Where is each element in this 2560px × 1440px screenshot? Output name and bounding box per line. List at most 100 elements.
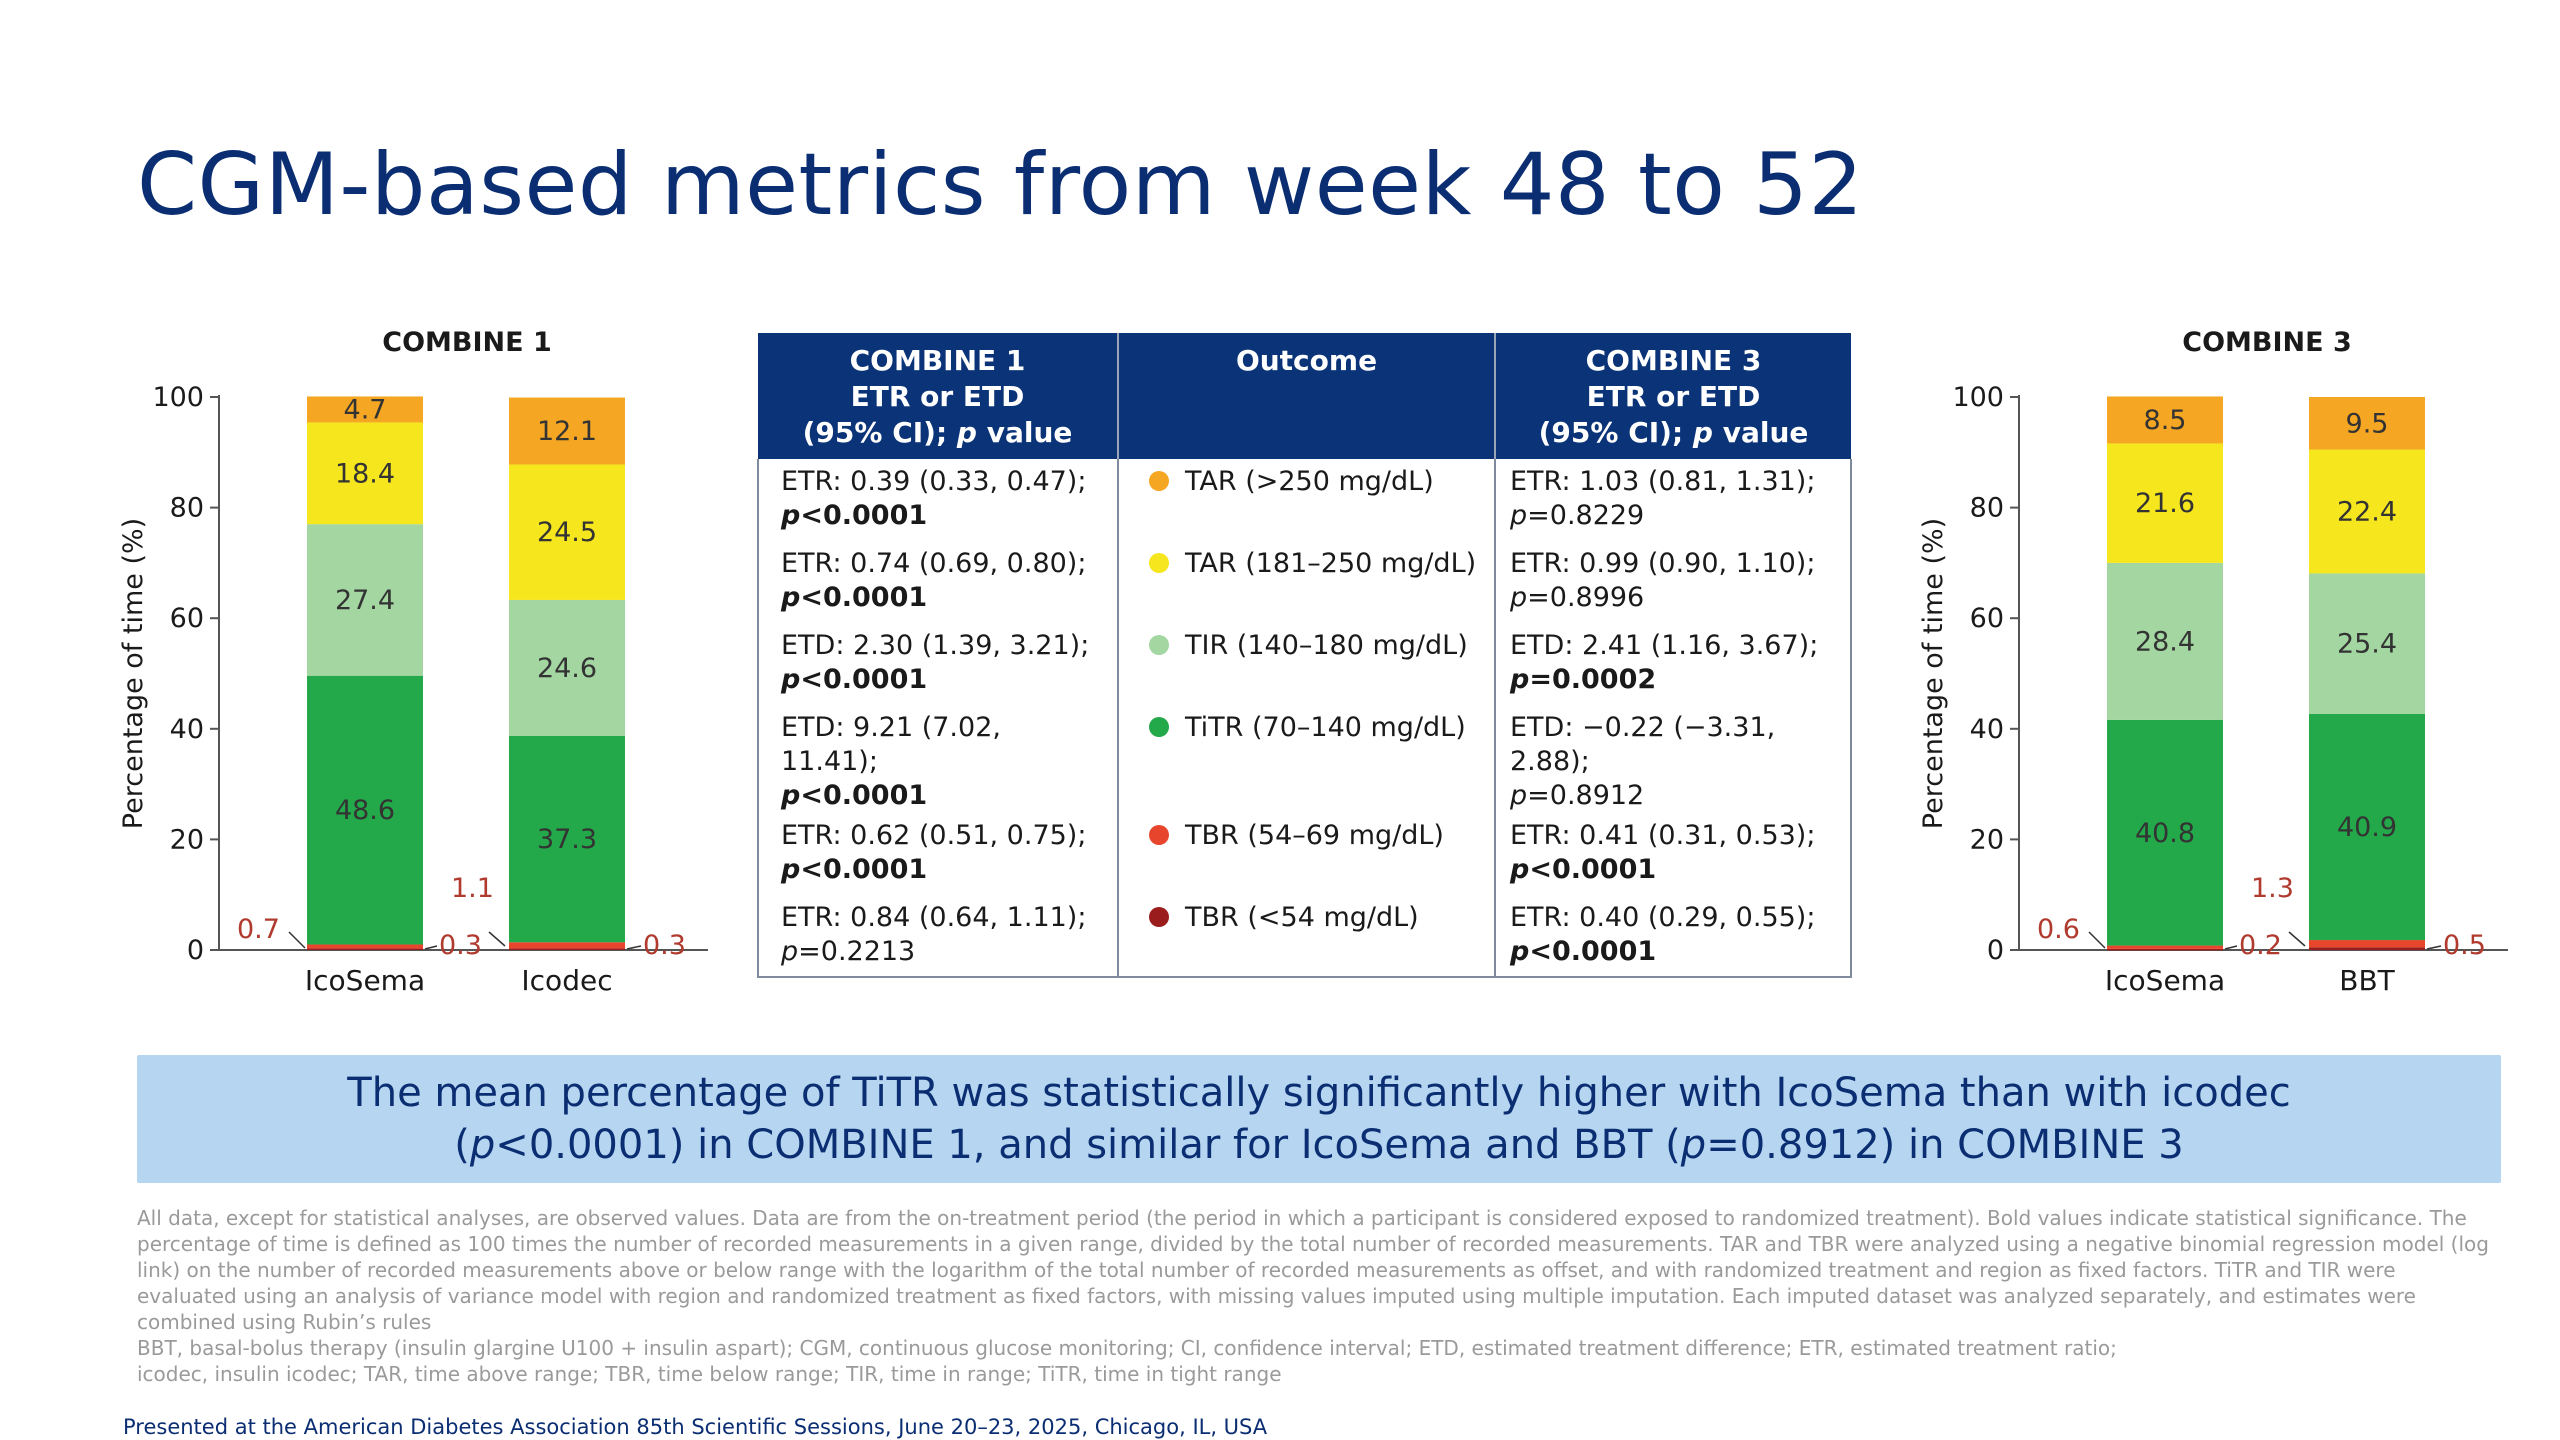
p-italic: p	[1510, 936, 1530, 967]
p-value: p=0.2213	[781, 935, 1101, 969]
bar-segment	[2107, 948, 2223, 951]
data-label: 24.6	[537, 653, 597, 684]
outcome-cell: TBR (<54 mg/dL)	[1118, 895, 1496, 978]
y-tick-label: 0	[1987, 935, 2004, 966]
y-tick-label: 60	[170, 603, 204, 634]
p-value-number: =0.8912	[1527, 780, 1645, 811]
bar-segment	[509, 397, 625, 465]
estimate-text: ETR: 0.74 (0.69, 0.80);	[781, 548, 1087, 579]
p-italic: p	[781, 854, 801, 885]
p-value-number: <0.0001	[800, 582, 928, 613]
y-axis-label: Percentage of time (%)	[1918, 518, 1949, 829]
p-italic: p	[781, 664, 801, 695]
p-value: p<0.0001	[781, 499, 1101, 533]
legend-dot-icon	[1149, 907, 1169, 927]
header-p-italic: p	[956, 416, 977, 449]
data-label-small: 0.6	[2037, 914, 2080, 945]
callout-p-italic: p	[1680, 1122, 1707, 1168]
y-axis-label: Percentage of time (%)	[118, 518, 149, 829]
cell-c1-row-1: ETR: 0.39 (0.33, 0.47); p<0.0001	[757, 459, 1119, 541]
chart-title: COMBINE 3	[2182, 327, 2352, 358]
header-outcome: Outcome	[1118, 333, 1496, 459]
data-label: 18.4	[335, 458, 395, 489]
table-header-row: COMBINE 1 ETR or ETD (95% CI); p value O…	[758, 333, 1851, 459]
bar-segment	[307, 948, 423, 950]
p-value: p=0.8229	[1510, 499, 1834, 533]
y-tick-label: 20	[1970, 824, 2004, 855]
p-italic: p	[781, 936, 799, 967]
y-tick-label: 80	[170, 493, 204, 524]
legend-dot-icon	[1149, 471, 1169, 491]
data-label: 25.4	[2337, 629, 2397, 660]
cell-c3-row-3: ETD: 2.41 (1.16, 3.67); p=0.0002	[1495, 623, 1852, 705]
callout-text: <0.0001) in COMBINE 1, and similar for I…	[495, 1122, 1681, 1168]
bar-segment	[2309, 940, 2425, 948]
header-combine1-line2: ETR or ETD	[850, 380, 1025, 413]
bar-segment	[2107, 562, 2223, 720]
bar-segment	[2309, 573, 2425, 714]
outcome-label: TBR (54–69 mg/dL)	[1185, 820, 1444, 851]
outcome-label: TIR (140–180 mg/dL)	[1185, 630, 1468, 661]
callout-text: =0.8912) in COMBINE 3	[1706, 1122, 2184, 1168]
header-combine1: COMBINE 1 ETR or ETD (95% CI); p value	[758, 333, 1119, 459]
callout-line1: The mean percentage of TiTR was statisti…	[347, 1070, 2291, 1116]
p-value-number: =0.8229	[1527, 500, 1645, 531]
p-italic: p	[781, 582, 801, 613]
bar-segment	[307, 524, 423, 676]
table-row: ETD: 9.21 (7.02, 11.41); p<0.0001 TiTR (70…	[757, 705, 1852, 813]
data-label: 4.7	[344, 394, 387, 425]
bar-segment	[2107, 719, 2223, 946]
y-tick-label: 100	[1952, 382, 2004, 413]
header-combine3-line3: (95% CI); p value	[1539, 416, 1809, 449]
p-value: p<0.0001	[1510, 935, 1834, 969]
header-combine1-line1: COMBINE 1	[849, 344, 1026, 377]
p-value: p<0.0001	[781, 663, 1101, 697]
cell-c3-row-5: ETR: 0.41 (0.31, 0.53); p<0.0001	[1495, 813, 1852, 895]
data-label-small: 0.5	[2443, 930, 2486, 961]
p-italic: p	[781, 500, 801, 531]
leader-line	[2088, 931, 2106, 949]
p-value-number: =0.8996	[1527, 582, 1645, 613]
header-combine3: COMBINE 3 ETR or ETD (95% CI); p value	[1495, 333, 1851, 459]
p-value: p<0.0001	[781, 853, 1101, 887]
leader-line	[2426, 945, 2442, 950]
bar-segment	[509, 464, 625, 600]
p-value-number: <0.0001	[800, 500, 928, 531]
estimate-text: ETR: 0.39 (0.33, 0.47);	[781, 466, 1087, 497]
estimate-text: ETR: 0.62 (0.51, 0.75);	[781, 820, 1087, 851]
bar-segment	[2309, 713, 2425, 941]
p-value: p=0.8996	[1510, 581, 1834, 615]
cell-c3-row-6: ETR: 0.40 (0.29, 0.55); p<0.0001	[1495, 895, 1852, 978]
footnote-abbreviations-2: icodec, insulin icodec; TAR, time above …	[137, 1362, 1282, 1386]
estimate-text: ETD: 2.30 (1.39, 3.21);	[781, 630, 1090, 661]
cell-c3-row-2: ETR: 0.99 (0.90, 1.10); p=0.8996	[1495, 541, 1852, 623]
p-italic: p	[781, 780, 801, 811]
header-value-text: value	[1712, 416, 1809, 449]
leader-line	[288, 931, 306, 949]
bar-segment	[2309, 449, 2425, 574]
p-value-number: <0.0001	[1529, 936, 1657, 967]
bar-segment	[2309, 397, 2425, 450]
x-category-label: BBT	[2339, 964, 2395, 997]
data-label: 22.4	[2337, 496, 2397, 527]
legend-dot-icon	[1149, 635, 1169, 655]
data-label: 48.6	[335, 795, 395, 826]
data-label: 9.5	[2346, 408, 2389, 439]
p-value-number: =0.0002	[1529, 664, 1657, 695]
table-row: ETD: 2.30 (1.39, 3.21); p<0.0001 TIR (140–…	[757, 623, 1852, 705]
leader-line	[2288, 931, 2306, 947]
leader-line	[424, 945, 438, 950]
estimate-text: ETD: 9.21 (7.02, 11.41);	[781, 712, 1001, 777]
estimate-text: ETR: 0.40 (0.29, 0.55);	[1510, 902, 1816, 933]
outcome-cell: TIR (140–180 mg/dL)	[1118, 623, 1496, 705]
header-combine3-line1: COMBINE 3	[1585, 344, 1762, 377]
data-label-small: 0.2	[2239, 930, 2282, 961]
outcome-label: TAR (181–250 mg/dL)	[1185, 548, 1477, 579]
outcome-label: TiTR (70–140 mg/dL)	[1185, 712, 1466, 743]
bar-segment	[2107, 443, 2223, 563]
bar-segment	[509, 735, 625, 943]
data-label: 8.5	[2144, 405, 2187, 436]
bar-segment	[2107, 945, 2223, 949]
p-value-number: <0.0001	[800, 780, 928, 811]
p-italic: p	[1510, 500, 1528, 531]
